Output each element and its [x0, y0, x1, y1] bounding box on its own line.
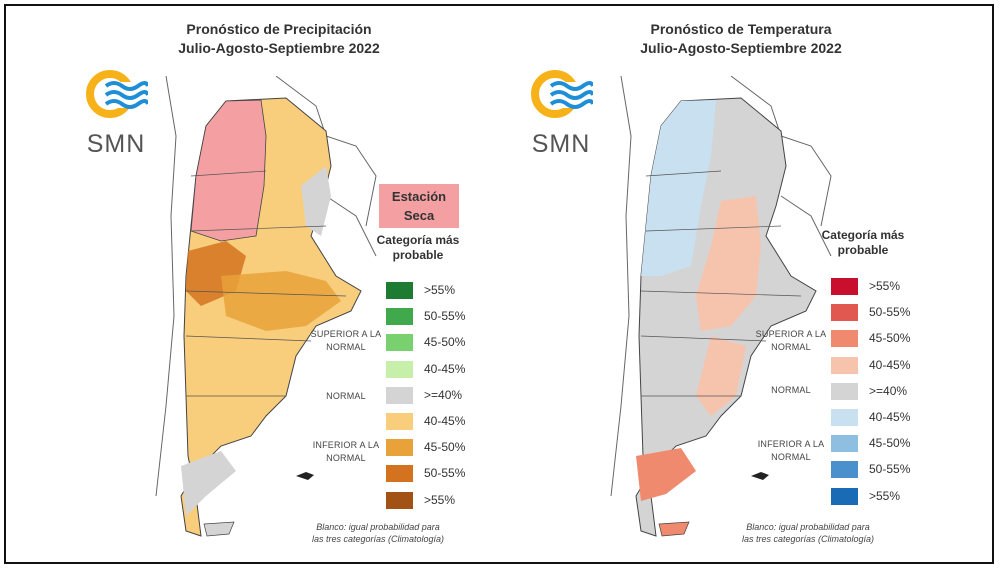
legend-swatch	[386, 413, 413, 430]
legend-swatch	[831, 487, 858, 505]
precipitation-title-line2: Julio-Agosto-Septiembre 2022	[178, 40, 380, 56]
precipitation-title: Pronóstico de Precipitación Julio-Agosto…	[114, 20, 444, 58]
normal-region-south	[181, 451, 236, 516]
legend-swatch	[386, 334, 413, 352]
legend-label: 40-45%	[424, 414, 466, 428]
malvinas-islands	[751, 472, 769, 480]
temperature-title: Pronóstico de Temperatura Julio-Agosto-S…	[576, 20, 906, 58]
smn-logo-text: SMN	[531, 130, 591, 158]
legend-swatch	[831, 461, 858, 479]
legend-swatch	[831, 330, 858, 348]
legend-swatch	[831, 304, 858, 322]
temperature-note-line2: las tres categorías (Climatología)	[741, 534, 875, 544]
legend-label: 50-55%	[869, 305, 911, 320]
uruguay-border-line	[325, 195, 377, 257]
medium-dry-region	[221, 271, 341, 331]
legend-label: >55%	[424, 492, 456, 507]
warm-region-central	[696, 196, 761, 331]
temperature-inferior-label: INFERIOR A LA NORMAL	[757, 439, 825, 462]
legend-swatch	[386, 491, 413, 509]
temperature-normal-label: NORMAL	[771, 385, 811, 395]
legend-swatch	[386, 360, 413, 378]
temperature-legend-title: Categoría más probable	[821, 228, 905, 257]
temperature-note-line1: Blanco: igual probabilidad para	[746, 522, 870, 532]
legend-label: >=40%	[869, 383, 908, 398]
malvinas-islands	[296, 472, 314, 480]
legend-label: 50-55%	[869, 462, 911, 477]
legend-swatch	[831, 356, 858, 374]
temperature-title-line2: Julio-Agosto-Septiembre 2022	[640, 40, 842, 56]
uruguay-border-line	[780, 195, 832, 257]
dry-season-badge: Estación Seca	[379, 184, 459, 228]
chile-border-line	[610, 76, 632, 497]
precipitation-legend-title: Categoría más probable	[376, 233, 460, 262]
legend-label: 45-50%	[424, 335, 466, 350]
legend-label: 45-50%	[424, 440, 466, 455]
normal-region-ne	[301, 166, 331, 236]
legend-label: 40-45%	[424, 361, 466, 376]
temperature-map	[610, 76, 832, 537]
province-lines	[640, 170, 802, 397]
legend-swatch	[386, 439, 413, 457]
chile-border-line	[155, 76, 177, 497]
legend-label: >55%	[869, 488, 901, 503]
temperature-note: Blanco: igual probabilidad para las tres…	[708, 521, 908, 545]
precipitation-note-line1: Blanco: igual probabilidad para	[316, 522, 440, 532]
legend-label: >=40%	[424, 387, 463, 402]
legend-swatch	[831, 382, 858, 400]
precipitation-normal-label: NORMAL	[326, 391, 366, 401]
legend-swatch	[831, 435, 858, 453]
precipitation-superior-label: SUPERIOR A LA NORMAL	[310, 329, 382, 352]
precipitation-panel: Pronóstico de Precipitación Julio-Agosto…	[6, 6, 501, 562]
precipitation-map	[155, 76, 377, 537]
temperature-title-line1: Pronóstico de Temperatura	[650, 21, 832, 37]
legend-label: 45-50%	[869, 436, 911, 451]
temperature-superior-label: SUPERIOR A LA NORMAL	[755, 329, 827, 352]
legend-label: 50-55%	[424, 309, 466, 324]
legend-label: 50-55%	[424, 466, 466, 481]
legend-label: 40-45%	[869, 410, 911, 424]
neighbour-border-line	[730, 76, 832, 227]
smn-logo: SMN	[521, 68, 601, 158]
temperature-panel: Pronóstico de Temperatura Julio-Agosto-S…	[501, 6, 996, 562]
cold-region-west	[641, 100, 716, 276]
smn-logo: SMN	[76, 68, 156, 158]
legend-swatch	[386, 465, 413, 483]
precipitation-title-line1: Pronóstico de Precipitación	[186, 21, 372, 37]
legend-swatch	[386, 386, 413, 404]
tierra-del-fuego	[203, 521, 235, 537]
smn-logo-icon	[86, 70, 148, 118]
legend-label: 45-50%	[869, 331, 911, 346]
precipitation-note: Blanco: igual probabilidad para las tres…	[278, 521, 478, 545]
tierra-del-fuego	[658, 521, 690, 537]
forecast-figure: Pronóstico de Precipitación Julio-Agosto…	[4, 4, 994, 564]
neighbour-border-line	[275, 76, 377, 227]
legend-label: 40-45%	[869, 357, 911, 372]
legend-swatch	[831, 409, 858, 426]
warm-region-south	[636, 448, 696, 501]
legend-swatch	[831, 278, 858, 295]
legend-label: >55%	[424, 283, 456, 297]
legend-swatch	[386, 282, 413, 299]
smn-logo-text: SMN	[86, 130, 146, 158]
precipitation-note-line2: las tres categorías (Climatología)	[311, 534, 445, 544]
province-lines	[185, 170, 347, 397]
dry-season-region	[190, 99, 267, 242]
smn-logo-icon	[531, 70, 593, 118]
legend-label: >55%	[869, 279, 901, 293]
precipitation-inferior-label: INFERIOR A LA NORMAL	[312, 440, 380, 463]
legend-swatch	[386, 308, 413, 326]
